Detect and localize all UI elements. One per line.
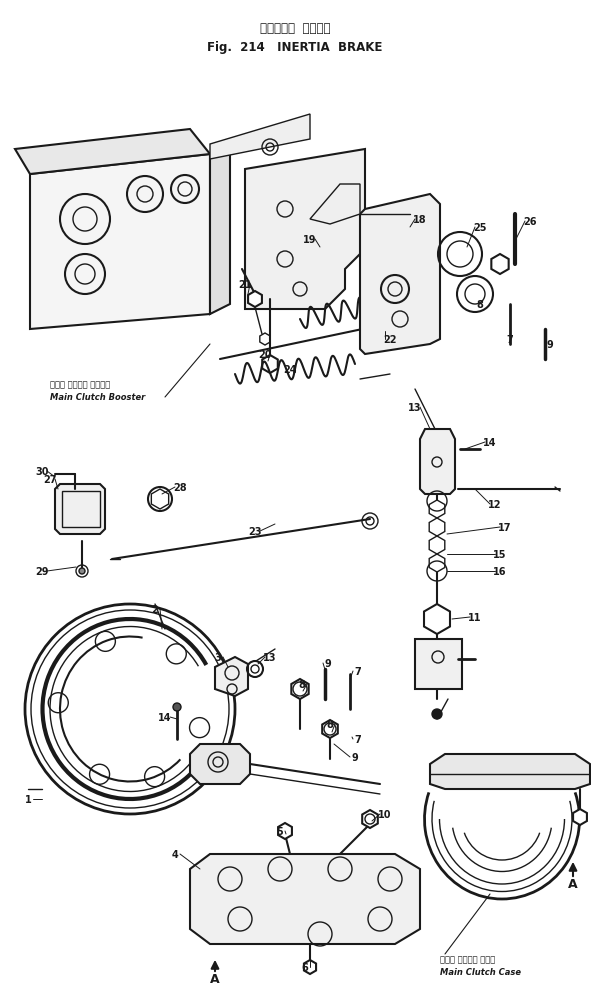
Polygon shape — [245, 149, 365, 310]
Polygon shape — [429, 555, 445, 573]
Text: 1: 1 — [25, 794, 31, 804]
Text: 24: 24 — [283, 365, 297, 375]
Polygon shape — [190, 855, 420, 944]
Polygon shape — [260, 334, 270, 346]
Text: 14: 14 — [158, 712, 172, 722]
Polygon shape — [210, 149, 230, 315]
Polygon shape — [248, 292, 262, 308]
Text: 7: 7 — [506, 335, 514, 345]
Polygon shape — [429, 500, 445, 519]
Polygon shape — [262, 356, 278, 374]
Text: 13: 13 — [263, 652, 277, 662]
Text: 23: 23 — [248, 527, 262, 537]
Text: A: A — [210, 973, 220, 986]
Text: 2: 2 — [152, 605, 158, 615]
Text: メイン クラッチ ブースタ: メイン クラッチ ブースタ — [50, 380, 111, 389]
Polygon shape — [310, 185, 360, 225]
Text: 9: 9 — [547, 340, 553, 350]
Text: 21: 21 — [238, 280, 252, 290]
Polygon shape — [322, 720, 338, 738]
Bar — [62, 491, 100, 528]
Text: 27: 27 — [43, 474, 57, 484]
Text: 9: 9 — [324, 658, 332, 668]
Text: 25: 25 — [473, 223, 487, 233]
Polygon shape — [420, 429, 455, 494]
Polygon shape — [429, 537, 445, 555]
Polygon shape — [429, 519, 445, 537]
Polygon shape — [215, 657, 248, 696]
Polygon shape — [278, 823, 292, 840]
Polygon shape — [430, 754, 590, 789]
Text: 6: 6 — [301, 962, 309, 972]
Text: 22: 22 — [383, 335, 397, 345]
Polygon shape — [291, 679, 309, 699]
Polygon shape — [415, 639, 462, 689]
Text: 15: 15 — [493, 550, 506, 560]
Polygon shape — [424, 605, 450, 634]
Polygon shape — [55, 484, 105, 535]
Text: 17: 17 — [498, 523, 512, 533]
Text: 7: 7 — [355, 666, 361, 676]
Polygon shape — [15, 129, 210, 175]
Text: Main Clutch Case: Main Clutch Case — [440, 968, 521, 977]
Text: 5: 5 — [277, 826, 283, 837]
Text: 12: 12 — [488, 499, 502, 510]
Text: 14: 14 — [483, 437, 497, 447]
Polygon shape — [304, 960, 316, 974]
Text: 26: 26 — [523, 217, 537, 227]
Text: 4: 4 — [171, 850, 178, 860]
Text: 16: 16 — [493, 567, 506, 577]
Circle shape — [79, 569, 85, 575]
Text: 19: 19 — [303, 235, 317, 245]
Text: 10: 10 — [378, 809, 392, 819]
Text: 20: 20 — [258, 350, 272, 360]
Polygon shape — [360, 195, 440, 355]
Text: メイン クラッチ ケース: メイン クラッチ ケース — [440, 955, 495, 964]
Polygon shape — [190, 744, 250, 784]
Text: Main Clutch Booster: Main Clutch Booster — [50, 393, 145, 402]
Text: 8: 8 — [298, 679, 306, 689]
Text: 8: 8 — [476, 300, 483, 310]
Text: 11: 11 — [468, 613, 482, 623]
Text: 7: 7 — [355, 734, 361, 744]
Polygon shape — [30, 154, 210, 330]
Text: 30: 30 — [35, 466, 48, 476]
Text: 29: 29 — [35, 567, 48, 577]
Text: 28: 28 — [173, 482, 187, 492]
Polygon shape — [573, 809, 587, 825]
Text: イナーシャ  ブレーキ: イナーシャ ブレーキ — [260, 21, 330, 34]
Circle shape — [432, 709, 442, 719]
Text: 13: 13 — [408, 402, 422, 412]
Text: Fig.  214   INERTIA  BRAKE: Fig. 214 INERTIA BRAKE — [207, 41, 383, 54]
Text: 9: 9 — [352, 752, 358, 762]
Polygon shape — [362, 810, 378, 828]
Text: 8: 8 — [327, 719, 333, 729]
Circle shape — [173, 703, 181, 711]
Polygon shape — [491, 255, 509, 275]
Text: 3: 3 — [215, 652, 222, 662]
Polygon shape — [210, 115, 310, 159]
Text: 18: 18 — [413, 215, 427, 225]
Text: A: A — [568, 878, 578, 891]
Polygon shape — [151, 489, 168, 510]
